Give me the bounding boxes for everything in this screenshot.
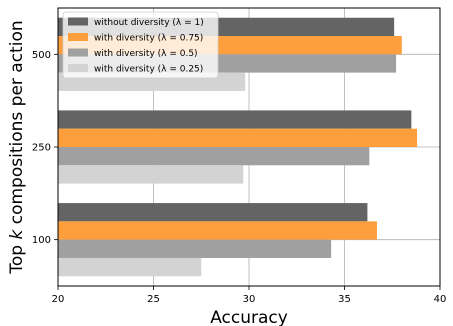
legend-label: without diversity (λ = 1) — [94, 18, 204, 28]
legend-label: with diversity (λ = 0.5) — [94, 49, 198, 59]
x-tick-label: 30 — [243, 294, 256, 305]
legend-swatch — [68, 17, 88, 26]
legend: without diversity (λ = 1) with diversity … — [62, 11, 219, 79]
y-tick-label: 250 — [32, 143, 51, 154]
y-axis-label-prefix: Top — [7, 240, 27, 275]
legend-swatch — [68, 33, 88, 41]
bar — [58, 239, 332, 258]
legend-box — [62, 11, 219, 79]
y-tick-label: 100 — [32, 235, 51, 246]
legend-swatch — [68, 64, 88, 72]
y-tick-label: 500 — [32, 50, 51, 61]
bar — [58, 257, 202, 277]
y-axis-label: Top k compositions per action — [7, 20, 27, 274]
bar — [58, 203, 368, 222]
x-tick-label: 25 — [147, 294, 160, 305]
x-tick-label: 20 — [52, 294, 65, 305]
y-axis-label-suffix: compositions per action — [7, 20, 27, 229]
x-axis-label: Accuracy — [210, 308, 288, 326]
bar — [58, 110, 412, 129]
x-tick-label: 35 — [338, 294, 351, 305]
axis-ticks: 20 25 30 35 40 100 250 500 — [32, 50, 446, 305]
x-tick-label: 40 — [434, 294, 447, 305]
bar — [58, 165, 244, 184]
bar — [58, 221, 377, 240]
bars — [58, 17, 418, 277]
legend-swatch — [68, 48, 88, 57]
legend-label: with diversity (λ = 0.75) — [94, 34, 203, 44]
bar — [58, 147, 370, 166]
legend-label: with diversity (λ = 0.25) — [94, 65, 203, 75]
bar — [58, 128, 418, 147]
y-axis-label-k: k — [7, 229, 27, 240]
